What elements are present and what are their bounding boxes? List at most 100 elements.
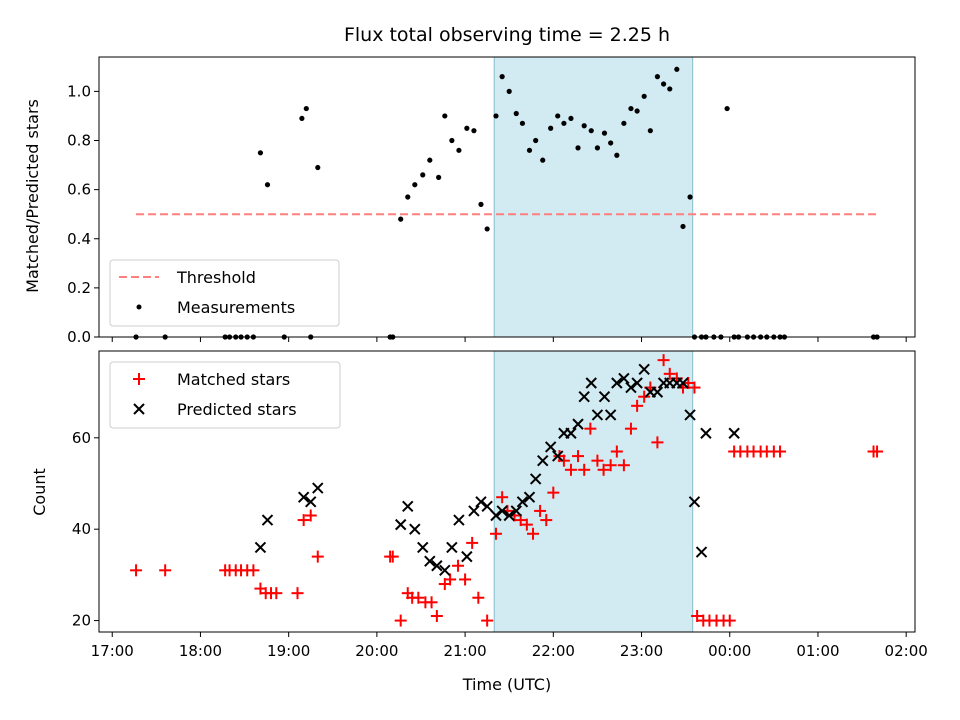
predicted-star-point: [523, 491, 536, 503]
matched-star-point: [572, 450, 585, 463]
measurement-point: [478, 201, 484, 207]
predicted-star-point: [409, 523, 421, 535]
measurement-point: [471, 128, 477, 134]
matched-star-point: [291, 587, 304, 600]
matched-star-point: [723, 614, 736, 627]
matched-star-point: [691, 610, 704, 623]
matched-star-point: [547, 486, 560, 499]
predicted-star-point: [625, 381, 637, 394]
measurement-point: [608, 140, 614, 146]
matched-legend-swatch: [133, 373, 145, 385]
predicted-stars-series: [254, 363, 740, 577]
ratio-y-axis-label: Matched/Predicted stars: [23, 99, 42, 293]
measurement-point: [257, 150, 264, 156]
predicted-star-point: [461, 550, 473, 563]
observing-window-highlight: [493, 56, 694, 338]
predicted-star-point: [604, 409, 617, 421]
measurement-point: [303, 105, 309, 112]
predicted-star-point: [402, 500, 414, 513]
measurement-point: [506, 88, 512, 94]
matched-star-point: [584, 422, 597, 435]
count-x-ticks: 17:00 18:00 19:00 20:00 21:00 22:00 23:00 00:00…: [91, 632, 928, 660]
x-tick-label: 22:00: [532, 642, 575, 660]
predicted-star-point: [261, 514, 274, 526]
measurement-point: [680, 223, 686, 230]
matched-star-point: [617, 459, 630, 472]
predicted-star-point: [537, 454, 549, 467]
predicted-star-point: [468, 505, 480, 517]
matched-star-point: [270, 587, 283, 600]
matched-star-point: [472, 591, 485, 604]
measurement-point: [427, 157, 433, 163]
y-tick-label: 0.2: [67, 279, 91, 297]
matched-star-point: [610, 445, 623, 458]
threshold-legend-label: Threshold: [176, 268, 256, 287]
predicted-star-point: [688, 496, 701, 508]
measurement-point: [420, 172, 426, 178]
measurement-point: [398, 216, 404, 222]
measurement-point: [601, 130, 608, 136]
predicted-star-point: [572, 418, 584, 430]
measurement-point: [687, 194, 693, 200]
measurement-point: [449, 137, 455, 144]
predicted-star-point: [598, 390, 611, 403]
predicted-star-point: [585, 377, 597, 389]
matched-star-point: [247, 564, 260, 577]
count-legend: Matched stars Predicted stars: [109, 361, 341, 429]
predicted-star-point: [431, 560, 443, 572]
predicted-star-point: [578, 390, 590, 403]
x-tick-label: 17:00: [91, 642, 134, 660]
matched-star-point: [386, 550, 399, 563]
matched-star-point: [297, 514, 310, 527]
measurement-point: [519, 120, 526, 126]
measurement-point: [621, 120, 627, 126]
measurement-point: [533, 137, 539, 144]
matched-star-point: [459, 573, 472, 586]
measurements-legend-swatch: [136, 304, 142, 310]
measurement-point: [493, 113, 499, 119]
matched-star-point: [159, 564, 172, 577]
observing-window-highlight-bottom: [493, 350, 694, 633]
predicted-star-point: [424, 555, 436, 567]
matched-star-point: [534, 504, 547, 517]
predicted-star-point: [481, 500, 493, 513]
matched-star-point: [130, 564, 143, 577]
measurement-point: [674, 66, 680, 72]
measurement-point: [526, 147, 533, 153]
matched-legend-label: Matched stars: [177, 370, 290, 389]
measurement-point: [654, 74, 661, 80]
measurement-point: [264, 182, 271, 188]
predicted-star-point: [552, 450, 564, 462]
measurement-point: [464, 125, 470, 131]
count-legend-box: [109, 361, 341, 429]
y-tick-label: 40: [72, 520, 91, 538]
measurement-point: [575, 145, 581, 151]
predicted-star-point: [591, 409, 604, 421]
predicted-star-point: [510, 505, 522, 517]
measurement-point: [405, 194, 411, 200]
count-panel-frame: [98, 350, 916, 633]
predicted-star-point: [529, 473, 542, 485]
measurement-point: [594, 145, 601, 151]
predicted-star-point: [417, 541, 429, 554]
matched-star-point: [496, 491, 509, 504]
predicted-star-point: [631, 377, 643, 389]
predicted-star-point: [305, 496, 317, 508]
y-tick-label: 20: [72, 612, 91, 630]
predicted-star-point: [618, 372, 630, 385]
y-tick-label: 0.4: [67, 230, 91, 248]
measurement-point: [647, 128, 653, 134]
measurement-point: [499, 74, 505, 80]
measurement-point: [614, 152, 620, 158]
measurement-point: [513, 110, 519, 117]
matched-star-point: [663, 367, 676, 380]
y-tick-label: 0.8: [67, 132, 91, 150]
measurement-point: [548, 125, 554, 131]
predicted-star-point: [516, 496, 529, 508]
measurement-point: [442, 113, 448, 119]
ratio-x-ticks: [111, 337, 907, 342]
y-tick-label: 1.0: [67, 82, 91, 100]
measurement-point: [456, 147, 462, 153]
predicted-star-point: [453, 514, 465, 526]
predicted-star-point: [695, 546, 708, 558]
